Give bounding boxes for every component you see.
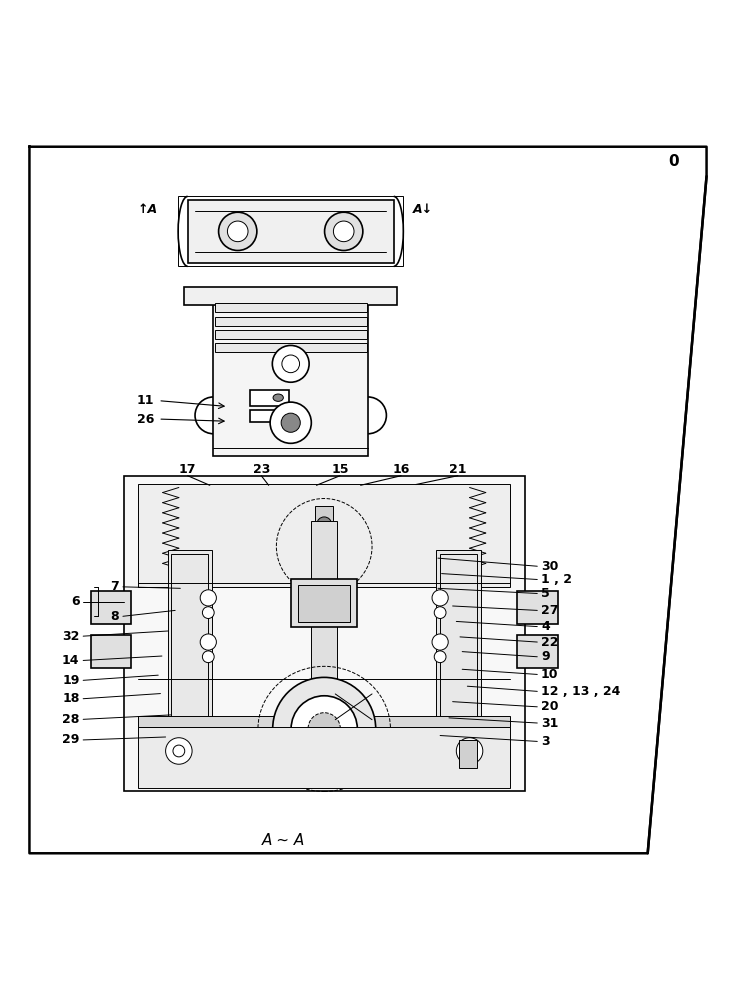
Bar [91,591,131,624]
Bar [168,550,212,749]
Ellipse shape [166,738,192,764]
Bar [188,200,394,263]
Text: 23: 23 [252,463,270,476]
Ellipse shape [173,745,185,757]
Text: 16: 16 [392,463,410,476]
Bar [215,317,367,326]
Bar [215,330,367,339]
Ellipse shape [200,590,216,606]
Text: 5: 5 [541,587,550,600]
Ellipse shape [281,413,300,432]
Text: 3: 3 [541,735,550,748]
Bar [517,635,558,668]
Text: ↑A: ↑A [137,203,158,216]
Text: 21: 21 [449,463,467,476]
Ellipse shape [308,713,340,745]
Ellipse shape [273,677,375,780]
Text: 30: 30 [541,560,559,573]
Bar [138,484,510,587]
Text: A ~ A: A ~ A [262,833,305,848]
Ellipse shape [200,634,216,650]
Bar [311,521,337,741]
Bar [124,476,525,791]
Ellipse shape [434,651,446,663]
Text: 6: 6 [71,595,79,608]
Text: 1 , 2: 1 , 2 [541,573,572,586]
Bar [91,635,131,668]
Ellipse shape [202,651,214,663]
Bar [299,585,350,622]
Text: 11: 11 [137,394,155,407]
Ellipse shape [202,607,214,618]
Ellipse shape [432,634,448,650]
Bar [315,506,333,543]
Bar [250,390,289,406]
Ellipse shape [273,394,283,401]
Text: 15: 15 [331,463,349,476]
Ellipse shape [456,738,483,764]
Text: A↓: A↓ [413,203,434,216]
Bar [250,410,289,422]
Polygon shape [311,694,337,716]
Ellipse shape [270,402,311,443]
Text: 26: 26 [137,413,155,426]
Ellipse shape [432,590,448,606]
Ellipse shape [325,212,363,250]
Text: 29: 29 [62,733,79,746]
Ellipse shape [434,607,446,618]
Bar [440,554,477,745]
Text: 8: 8 [110,610,119,623]
Text: 17: 17 [179,463,197,476]
Text: 4: 4 [541,620,550,633]
Ellipse shape [219,212,257,250]
Text: 10: 10 [541,668,559,681]
Bar [291,579,358,627]
Bar [215,343,367,352]
Text: 0: 0 [668,154,679,169]
Text: 7: 7 [110,580,119,593]
Bar [184,287,397,305]
Text: 27: 27 [541,604,559,617]
Ellipse shape [316,517,332,532]
Text: 32: 32 [62,630,79,643]
Text: 12 , 13 , 24: 12 , 13 , 24 [541,685,620,698]
Ellipse shape [227,221,248,242]
Bar [138,727,510,788]
Ellipse shape [272,345,309,382]
Bar [138,716,510,727]
Text: 20: 20 [541,700,559,713]
Ellipse shape [333,221,354,242]
Text: 18: 18 [62,692,79,705]
Bar [178,196,403,266]
Text: 19: 19 [62,674,79,687]
Text: 22: 22 [541,636,559,649]
Ellipse shape [291,696,358,762]
Bar [171,554,208,745]
Bar [517,591,558,624]
Text: 28: 28 [62,713,79,726]
Bar [436,550,481,749]
Bar [213,290,368,456]
Bar [215,303,367,312]
Text: 14: 14 [62,654,79,667]
Bar [459,740,477,768]
Text: 31: 31 [541,717,559,730]
Text: 9: 9 [541,650,550,663]
